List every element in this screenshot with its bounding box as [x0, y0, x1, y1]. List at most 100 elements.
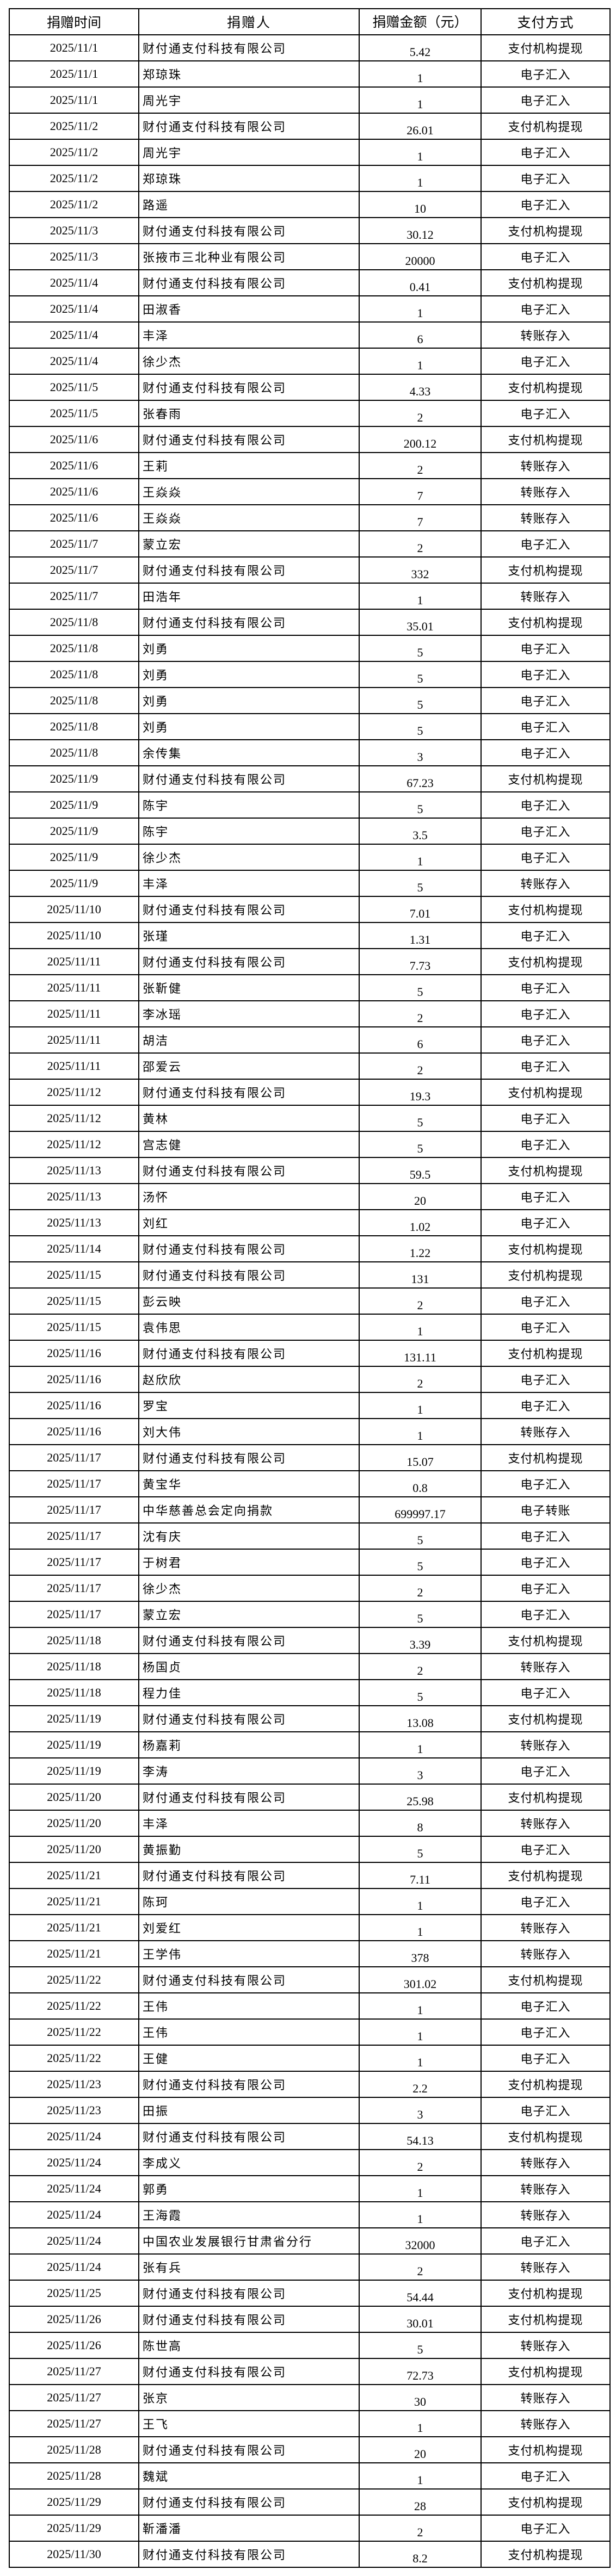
donation-date-cell: 2025/11/29	[9, 2515, 139, 2542]
donation-date-cell: 2025/11/24	[9, 2123, 139, 2150]
payment-method-cell: 电子汇入	[481, 165, 611, 192]
donor-cell: 财付通支付科技有限公司	[138, 2541, 360, 2568]
donation-date-cell: 2025/11/8	[9, 635, 139, 662]
donor-cell: 于树君	[138, 1549, 360, 1576]
donation-date-cell: 2025/11/8	[9, 687, 139, 714]
table-row: 2025/11/18 杨国贞 2 转账存入	[9, 1653, 611, 1680]
donation-date-cell: 2025/11/16	[9, 1366, 139, 1393]
table-row: 2025/11/2 郑琼珠 1 电子汇入	[9, 165, 611, 192]
donation-date-cell: 2025/11/11	[9, 1000, 139, 1027]
donor-cell: 靳潘潘	[138, 2515, 360, 2542]
payment-method-cell: 支付机构提现	[481, 1444, 611, 1471]
payment-method-cell: 电子汇入	[481, 2045, 611, 2072]
table-row: 2025/11/27 张京 30 转账存入	[9, 2384, 611, 2411]
donor-cell: 刘爱红	[138, 1914, 360, 1941]
payment-method-cell: 支付机构提现	[481, 1235, 611, 1262]
donation-date-cell: 2025/11/1	[9, 86, 139, 114]
donation-date-cell: 2025/11/2	[9, 191, 139, 218]
amount-cell: 5	[359, 1131, 482, 1158]
donor-cell: 王莉	[138, 452, 360, 479]
donation-date-cell: 2025/11/24	[9, 2201, 139, 2228]
donation-date-cell: 2025/11/27	[9, 2384, 139, 2411]
donor-cell: 财付通支付科技有限公司	[138, 2358, 360, 2385]
donation-date-cell: 2025/11/27	[9, 2410, 139, 2437]
table-row: 2025/11/9 丰泽 5 转账存入	[9, 870, 611, 897]
amount-cell: 1	[359, 2175, 482, 2202]
donation-date-cell: 2025/11/22	[9, 1992, 139, 2020]
donor-cell: 周光宇	[138, 86, 360, 114]
amount-cell: 1	[359, 1314, 482, 1341]
donation-date-cell: 2025/11/29	[9, 2488, 139, 2516]
amount-cell: 2	[359, 2253, 482, 2281]
donor-cell: 李冰瑶	[138, 1000, 360, 1027]
payment-method-cell: 电子汇入	[481, 1209, 611, 1236]
table-row: 2025/11/3 财付通支付科技有限公司 30.12 支付机构提现	[9, 217, 611, 244]
donor-cell: 黄宝华	[138, 1470, 360, 1497]
donation-date-cell: 2025/11/4	[9, 348, 139, 375]
donor-cell: 财付通支付科技有限公司	[138, 556, 360, 584]
table-row: 2025/11/20 黄振勤 5 电子汇入	[9, 1836, 611, 1863]
amount-cell: 7	[359, 504, 482, 531]
donation-date-cell: 2025/11/28	[9, 2462, 139, 2490]
table-row: 2025/11/19 财付通支付科技有限公司 13.08 支付机构提现	[9, 1705, 611, 1732]
donor-cell: 财付通支付科技有限公司	[138, 2123, 360, 2150]
donor-cell: 张瑾	[138, 922, 360, 949]
donor-cell: 田浩年	[138, 583, 360, 610]
table-row: 2025/11/25 财付通支付科技有限公司 54.44 支付机构提现	[9, 2280, 611, 2307]
amount-cell: 13.08	[359, 1705, 482, 1732]
amount-cell: 5	[359, 1105, 482, 1132]
amount-cell: 1.02	[359, 1209, 482, 1236]
donation-date-cell: 2025/11/7	[9, 583, 139, 610]
payment-method-cell: 支付机构提现	[481, 1157, 611, 1184]
payment-method-cell: 电子汇入	[481, 1026, 611, 1054]
donor-cell: 财付通支付科技有限公司	[138, 1261, 360, 1289]
payment-method-cell: 转账存入	[481, 2410, 611, 2437]
table-row: 2025/11/15 彭云映 2 电子汇入	[9, 1287, 611, 1315]
donation-date-cell: 2025/11/17	[9, 1444, 139, 1471]
table-row: 2025/11/13 汤怀 20 电子汇入	[9, 1183, 611, 1210]
payment-method-cell: 转账存入	[481, 1731, 611, 1758]
payment-method-cell: 电子汇入	[481, 2227, 611, 2255]
table-row: 2025/11/24 中国农业发展银行甘肃省分行 32000 电子汇入	[9, 2227, 611, 2255]
amount-cell: 67.23	[359, 765, 482, 792]
donation-date-cell: 2025/11/17	[9, 1601, 139, 1628]
table-row: 2025/11/24 王海霞 1 转账存入	[9, 2201, 611, 2228]
payment-method-cell: 电子汇入	[481, 295, 611, 323]
payment-method-cell: 电子汇入	[481, 243, 611, 270]
payment-method-cell: 电子汇入	[481, 2097, 611, 2124]
header-donation-date: 捐赠时间	[9, 8, 139, 35]
payment-method-cell: 电子汇入	[481, 922, 611, 949]
donation-date-cell: 2025/11/21	[9, 1914, 139, 1941]
amount-cell: 54.13	[359, 2123, 482, 2150]
donation-date-cell: 2025/11/1	[9, 60, 139, 88]
donation-date-cell: 2025/11/17	[9, 1522, 139, 1550]
payment-method-cell: 电子汇入	[481, 1052, 611, 1080]
donation-date-cell: 2025/11/8	[9, 739, 139, 766]
table-row: 2025/11/23 田振 3 电子汇入	[9, 2097, 611, 2124]
table-body: 2025/11/1 财付通支付科技有限公司 5.42 支付机构提现 2025/11/1 郑…	[9, 34, 611, 2568]
table-row: 2025/11/26 财付通支付科技有限公司 30.01 支付机构提现	[9, 2306, 611, 2333]
amount-cell: 1	[359, 2045, 482, 2072]
amount-cell: 15.07	[359, 1444, 482, 1471]
payment-method-cell: 支付机构提现	[481, 2306, 611, 2333]
amount-cell: 5	[359, 791, 482, 819]
amount-cell: 2	[359, 400, 482, 427]
donation-date-cell: 2025/11/18	[9, 1653, 139, 1680]
table-row: 2025/11/21 财付通支付科技有限公司 7.11 支付机构提现	[9, 1862, 611, 1889]
donation-date-cell: 2025/11/17	[9, 1470, 139, 1497]
payment-method-cell: 转账存入	[481, 2253, 611, 2281]
amount-cell: 1	[359, 1888, 482, 1915]
donation-date-cell: 2025/11/13	[9, 1209, 139, 1236]
amount-cell: 7.73	[359, 948, 482, 975]
payment-method-cell: 支付机构提现	[481, 113, 611, 140]
payment-method-cell: 电子转账	[481, 1496, 611, 1524]
amount-cell: 1	[359, 1731, 482, 1758]
donation-table: 捐赠时间 捐赠人 捐赠金额（元） 支付方式 2025/11/1 财付通支付科技有限…	[9, 8, 611, 2568]
table-row: 2025/11/29 靳潘潘 2 电子汇入	[9, 2515, 611, 2542]
payment-method-cell: 支付机构提现	[481, 2488, 611, 2516]
payment-method-cell: 电子汇入	[481, 1470, 611, 1497]
payment-method-cell: 转账存入	[481, 1940, 611, 1967]
amount-cell: 131	[359, 1261, 482, 1289]
amount-cell: 72.73	[359, 2358, 482, 2385]
table-row: 2025/11/6 王莉 2 转账存入	[9, 452, 611, 479]
